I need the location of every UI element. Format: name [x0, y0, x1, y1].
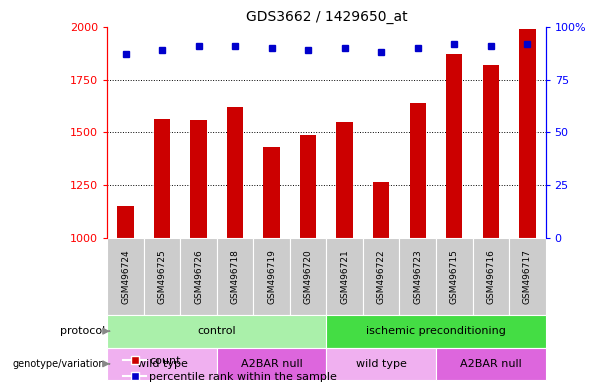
Text: A2BAR null: A2BAR null — [460, 359, 522, 369]
Bar — [154, 119, 170, 238]
Bar — [180, 238, 217, 315]
Bar — [217, 238, 253, 315]
Text: GSM496722: GSM496722 — [377, 249, 386, 304]
Legend: count, percentile rank within the sample: count, percentile rank within the sample — [119, 352, 341, 384]
Bar — [107, 238, 144, 315]
Bar — [217, 348, 327, 380]
Text: protocol: protocol — [60, 326, 105, 336]
Bar — [327, 348, 436, 380]
Text: GSM496724: GSM496724 — [121, 249, 130, 304]
Text: GSM496723: GSM496723 — [413, 249, 422, 304]
Bar — [409, 103, 426, 238]
Bar — [482, 65, 499, 238]
Text: wild type: wild type — [137, 359, 188, 369]
Bar — [400, 238, 436, 315]
Bar — [300, 135, 316, 238]
Text: genotype/variation: genotype/variation — [13, 359, 105, 369]
Bar — [446, 55, 462, 238]
Bar — [509, 238, 546, 315]
Text: wild type: wild type — [356, 359, 406, 369]
Text: GSM496726: GSM496726 — [194, 249, 203, 304]
Bar — [473, 238, 509, 315]
Text: GSM496718: GSM496718 — [230, 249, 240, 304]
Bar — [107, 315, 327, 348]
Text: GSM496717: GSM496717 — [523, 249, 532, 304]
Text: A2BAR null: A2BAR null — [241, 359, 302, 369]
Bar — [337, 122, 353, 238]
Bar — [436, 238, 473, 315]
Bar — [144, 238, 180, 315]
Bar — [519, 29, 536, 238]
Text: GSM496716: GSM496716 — [486, 249, 495, 304]
Bar — [290, 238, 327, 315]
Bar — [327, 315, 546, 348]
Bar — [363, 238, 400, 315]
Text: GSM496715: GSM496715 — [450, 249, 459, 304]
Text: GSM496725: GSM496725 — [158, 249, 167, 304]
Bar — [107, 348, 217, 380]
Text: ischemic preconditioning: ischemic preconditioning — [366, 326, 506, 336]
Bar — [373, 182, 389, 238]
Bar — [227, 107, 243, 238]
Bar — [327, 238, 363, 315]
Text: GSM496721: GSM496721 — [340, 249, 349, 304]
Text: GSM496719: GSM496719 — [267, 249, 276, 304]
Title: GDS3662 / 1429650_at: GDS3662 / 1429650_at — [246, 10, 407, 25]
Text: GSM496720: GSM496720 — [303, 249, 313, 304]
Text: control: control — [197, 326, 236, 336]
Bar — [117, 207, 134, 238]
Bar — [253, 238, 290, 315]
Bar — [264, 147, 280, 238]
Bar — [191, 120, 207, 238]
Bar — [436, 348, 546, 380]
